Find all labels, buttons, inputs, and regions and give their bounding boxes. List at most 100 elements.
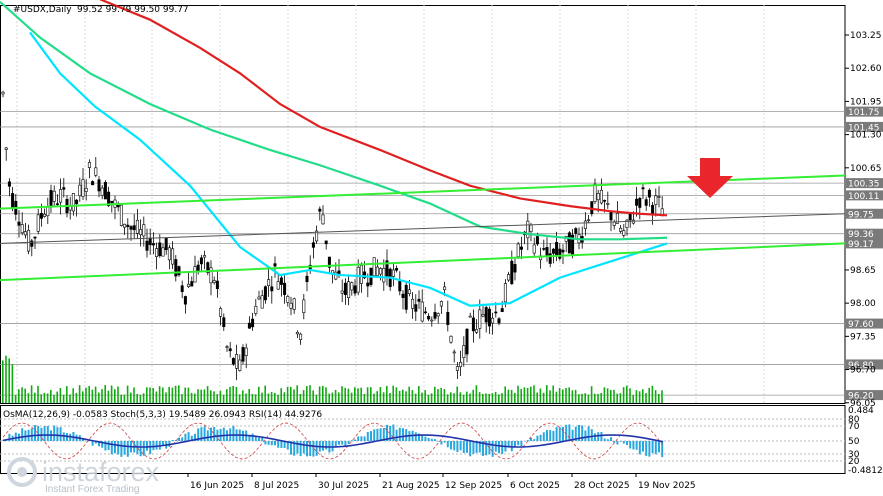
volume-bar (11, 364, 14, 403)
level-tag (846, 238, 883, 249)
down-arrow-shape (687, 158, 733, 198)
osma-bar (517, 441, 520, 446)
logo-icon-center (17, 467, 27, 477)
instaforex-logo: instaforex Instant Forex Trading (7, 457, 160, 495)
candle-body (513, 264, 517, 273)
volume-bar (363, 393, 366, 403)
volume-bar (488, 393, 490, 403)
candle-body (459, 361, 463, 368)
candle-body (49, 190, 53, 207)
ma-fast-line (29, 31, 668, 307)
osma-bar (283, 441, 286, 449)
osma-bar (475, 441, 478, 453)
candle-body (238, 359, 242, 371)
candle-body (241, 347, 245, 362)
osma-bar (427, 437, 430, 441)
osma-bar (632, 441, 635, 450)
osma-bar (56, 427, 59, 441)
osma-bar (306, 441, 308, 457)
osma-bar (430, 438, 433, 441)
volume-bar (229, 386, 231, 403)
osma-bar (8, 433, 11, 441)
candle-body (228, 348, 232, 352)
x-tick-label: 6 Oct 2025 (510, 481, 560, 491)
volume-bar (187, 387, 190, 403)
volume-bar (472, 389, 474, 403)
osma-bar (478, 441, 481, 453)
volume-bar (424, 390, 426, 403)
volume-bar (21, 387, 23, 403)
osma-bar (30, 428, 33, 441)
volume-bar (117, 386, 119, 403)
osma-bar (549, 430, 552, 441)
osma-bar (197, 428, 200, 441)
candle-body (343, 282, 347, 296)
osma-bar (59, 427, 62, 441)
volume-bar (296, 385, 298, 403)
level-tag-label: 100.11 (848, 192, 880, 202)
candle-body (292, 298, 296, 310)
volume-bar (194, 393, 196, 403)
osma-bar (578, 425, 580, 441)
candle-body (471, 317, 475, 332)
volume-bar (168, 386, 170, 403)
osma-bar (363, 436, 366, 441)
volume-bar (174, 385, 177, 403)
volume-bar (469, 393, 471, 403)
volume-bar (56, 391, 58, 403)
candle-body (71, 193, 75, 212)
osma-bar (437, 441, 440, 442)
osma-bar (187, 432, 190, 441)
candle-body (619, 227, 623, 232)
candle-body (593, 183, 597, 203)
candle-body (654, 195, 658, 205)
osma-bar (261, 437, 264, 441)
osma-bar (286, 441, 289, 450)
osma-bar (200, 427, 203, 441)
volume-bar (290, 386, 292, 403)
indicator-header: OsMA(12,26,9) -0.0583 Stoch(5,3,3) 19.54… (3, 410, 322, 420)
osma-bar (309, 441, 312, 457)
candle-body (129, 226, 133, 230)
volume-bar (270, 392, 273, 403)
candle-body (4, 147, 8, 150)
volume-bar (85, 387, 87, 403)
volume-bar (43, 392, 46, 403)
volume-bar (226, 389, 228, 403)
volume-bar (30, 385, 33, 403)
osma-bar (293, 441, 296, 456)
candle-body (254, 305, 258, 314)
osma-bar (149, 441, 152, 455)
volume-bar (158, 386, 161, 403)
level-tag-label: 100.35 (848, 180, 880, 190)
volume-bar (142, 393, 145, 403)
indicator-scale-label: 70 (848, 422, 860, 432)
candle-body (443, 286, 447, 291)
volume-bar (40, 394, 42, 403)
candle-body (347, 281, 351, 298)
volume-bar (475, 385, 478, 403)
candle-body (97, 179, 101, 192)
osma-bar (360, 436, 363, 441)
volume-bar (37, 385, 39, 403)
volume-bar (437, 389, 439, 403)
osma-bar (562, 426, 564, 441)
volume-bar (293, 389, 295, 403)
volume-bar (235, 386, 238, 403)
volume-bar (626, 385, 628, 403)
candle-body (340, 290, 344, 294)
osma-bar (24, 430, 27, 441)
volume-bar (510, 389, 513, 403)
volume-bar (328, 393, 330, 403)
osma-bar (181, 437, 184, 441)
volume-bar (139, 394, 142, 403)
candle-body (167, 247, 171, 261)
candle-body (321, 214, 325, 225)
osma-bar (379, 428, 382, 441)
candle-body (145, 240, 149, 251)
volume-bar (59, 388, 62, 403)
candle-body (215, 280, 219, 290)
volume-bar (568, 387, 570, 403)
